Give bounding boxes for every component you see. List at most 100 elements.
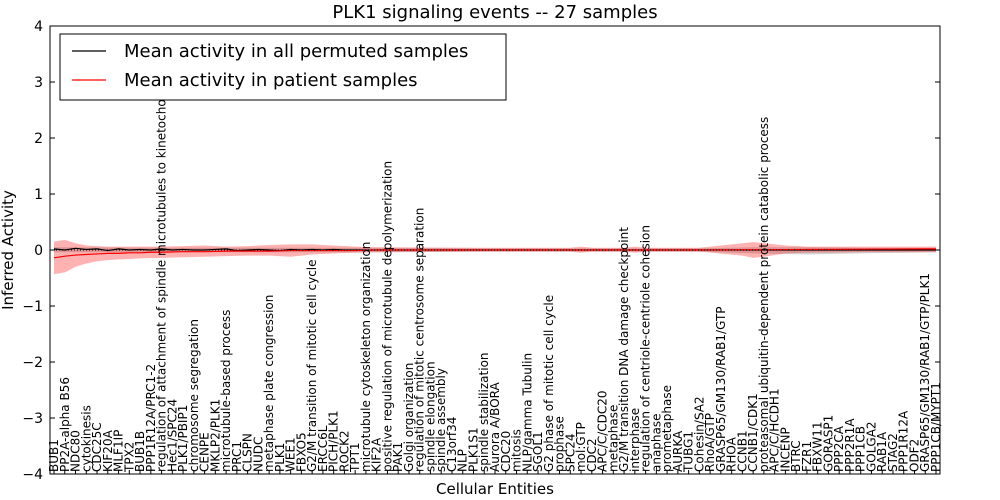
entity-label: CDC2 bbox=[585, 438, 599, 472]
entity-label: Cohesin/SA2 bbox=[692, 396, 706, 472]
entity-label: C13orf34 bbox=[445, 417, 459, 472]
entity-label: MKLP2/PLK1 bbox=[208, 399, 222, 472]
entity-label: APC/C/CDC20 bbox=[596, 390, 610, 472]
entity-label: FBXO5 bbox=[294, 432, 308, 472]
entity-label: CCNB1 bbox=[735, 430, 749, 472]
entity-label: GRASP65/GM130/RAB1/GTP bbox=[714, 306, 728, 472]
entity-label: GOLGA2 bbox=[864, 421, 878, 472]
entity-label: RhoA/GTP bbox=[703, 413, 717, 472]
x-axis-title: Cellular Entities bbox=[436, 480, 554, 498]
entity-label: INCENP bbox=[778, 427, 792, 472]
entity-label: TPX2 bbox=[122, 442, 136, 473]
patient-band bbox=[54, 239, 936, 275]
y-axis-ticks: 4 3 2 1 0 −1 −2 −3 −4 bbox=[22, 19, 940, 483]
entity-label: PRC1 bbox=[230, 441, 244, 472]
chart-title: PLK1 signaling events -- 27 samples bbox=[332, 2, 657, 23]
y-tick-label: −4 bbox=[22, 467, 43, 483]
entity-label: PPP2R1A bbox=[843, 418, 857, 472]
entity-label: G2 phase of mitotic cell cycle bbox=[542, 295, 556, 472]
entity-label: FZR1 bbox=[800, 441, 814, 472]
entity-label: metaphase bbox=[606, 405, 620, 472]
entity-label: MLF1IP bbox=[112, 430, 126, 472]
entity-label: mol:GTP bbox=[574, 422, 588, 472]
entity-label: regulation of attachment of spindle micr… bbox=[155, 87, 169, 472]
entity-label: prometaphase bbox=[660, 385, 674, 472]
entity-label: G2/M transition DNA damage checkpoint bbox=[617, 227, 631, 472]
entity-label: microtubule-based process bbox=[219, 310, 233, 472]
y-tick-label: 1 bbox=[34, 187, 43, 203]
entity-label: microtubule cytoskeleton organization bbox=[359, 242, 373, 472]
entity-label: PLK1/PBIP1 bbox=[176, 405, 190, 472]
entity-label: positive regulation of microtubule depol… bbox=[380, 161, 394, 472]
entity-label: PAK1 bbox=[391, 442, 405, 472]
entity-label: mitosis bbox=[510, 429, 524, 472]
entity-label: RAB1A bbox=[875, 431, 889, 472]
entity-label: Aurora A/BORA bbox=[488, 382, 502, 472]
entity-label: GORASP1 bbox=[821, 415, 835, 472]
entity-label: CENPE bbox=[198, 432, 212, 472]
entity-label: BTRC bbox=[789, 440, 803, 472]
entity-label: FBXW11 bbox=[811, 422, 825, 473]
entity-label: chromosome segregation bbox=[187, 319, 201, 472]
entity-label: KIF20A bbox=[101, 429, 115, 472]
entity-label: cytokinesis bbox=[79, 405, 93, 472]
entity-label: anaphase bbox=[649, 413, 663, 472]
entity-label: PPP2CA bbox=[832, 425, 846, 472]
entity-label: AURKA bbox=[671, 430, 685, 472]
y-tick-label: 0 bbox=[34, 243, 43, 259]
entity-label: ODF2 bbox=[907, 439, 921, 472]
plot-area-frame bbox=[49, 25, 941, 475]
entity-label: APC/C/HCDH1 bbox=[768, 388, 782, 472]
entity-label: CDC20 bbox=[499, 431, 513, 472]
entity-label: GRASP65/GM130/RAB1/GTP/PLK1 bbox=[918, 273, 932, 472]
y-axis-title: Inferred Activity bbox=[0, 190, 17, 310]
legend: Mean activity in all permuted samples Me… bbox=[59, 33, 507, 101]
entity-label: regulation of mitotic centrosome separat… bbox=[413, 208, 427, 472]
entity-label: KIF2A bbox=[370, 437, 384, 472]
entity-label: NLP/gamma Tubulin bbox=[520, 353, 534, 472]
entity-label: spindle elongation bbox=[423, 361, 437, 472]
entity-label: regulation of centriole-centriole cohesi… bbox=[639, 225, 653, 472]
entity-label: PP2A-alpha B56 bbox=[58, 377, 72, 472]
entity-label: PLK1 bbox=[273, 443, 287, 472]
entity-label: G2/M transition of mitotic cell cycle bbox=[305, 259, 319, 472]
entity-label: SGOL1 bbox=[531, 431, 545, 472]
permuted-band bbox=[54, 247, 936, 255]
legend-box bbox=[59, 33, 507, 101]
legend-label-patient: Mean activity in patient samples bbox=[124, 70, 418, 91]
entity-label: spindle stabilization bbox=[477, 352, 491, 472]
entity-label: Hec1/SPC24 bbox=[165, 399, 179, 472]
entity-label: ERCC6L bbox=[316, 425, 330, 472]
entity-label: PPP1CB/MYPT1 bbox=[929, 382, 943, 472]
entity-label: TUBG1 bbox=[682, 431, 696, 473]
entity-label: CDC25C bbox=[90, 422, 104, 472]
entity-label: STAG2 bbox=[886, 433, 900, 472]
entity-label: NDC80 bbox=[69, 430, 83, 472]
y-tick-label: −1 bbox=[22, 299, 43, 315]
entity-label: NLP bbox=[456, 449, 470, 472]
entity-label: BUB1B bbox=[133, 431, 147, 472]
entity-label: NUDC bbox=[251, 437, 265, 472]
confidence-bands bbox=[54, 239, 936, 275]
entity-label: ROCK2 bbox=[337, 430, 351, 472]
entity-label: CLSPN bbox=[241, 433, 255, 472]
y-tick-label: −3 bbox=[22, 411, 43, 427]
y-tick-label: 3 bbox=[34, 75, 43, 91]
entity-label: TPT1 bbox=[348, 442, 362, 473]
entity-label: prophase bbox=[553, 416, 567, 472]
entity-label: proteasomal ubiquitin-dependent protein … bbox=[757, 117, 771, 472]
entity-label: PLK1S1 bbox=[466, 427, 480, 472]
entity-label: spindle assembly bbox=[434, 368, 448, 472]
entity-label: PPP1R12A bbox=[897, 410, 911, 472]
entity-label: RHOA bbox=[725, 436, 739, 472]
entity-label: PPP1R12A/PRC1-2 bbox=[144, 364, 158, 472]
entity-label: WEE1 bbox=[284, 437, 298, 472]
entity-label: SPC24 bbox=[563, 433, 577, 472]
entity-label: CCNB1/CDK1 bbox=[746, 393, 760, 472]
series-line-patient bbox=[53, 248, 937, 259]
y-tick-label: −2 bbox=[22, 355, 43, 371]
legend-label-permuted: Mean activity in all permuted samples bbox=[124, 41, 468, 62]
entity-label: PPP1CB bbox=[854, 426, 868, 472]
entity-label: PICH/PLK1 bbox=[327, 410, 341, 472]
